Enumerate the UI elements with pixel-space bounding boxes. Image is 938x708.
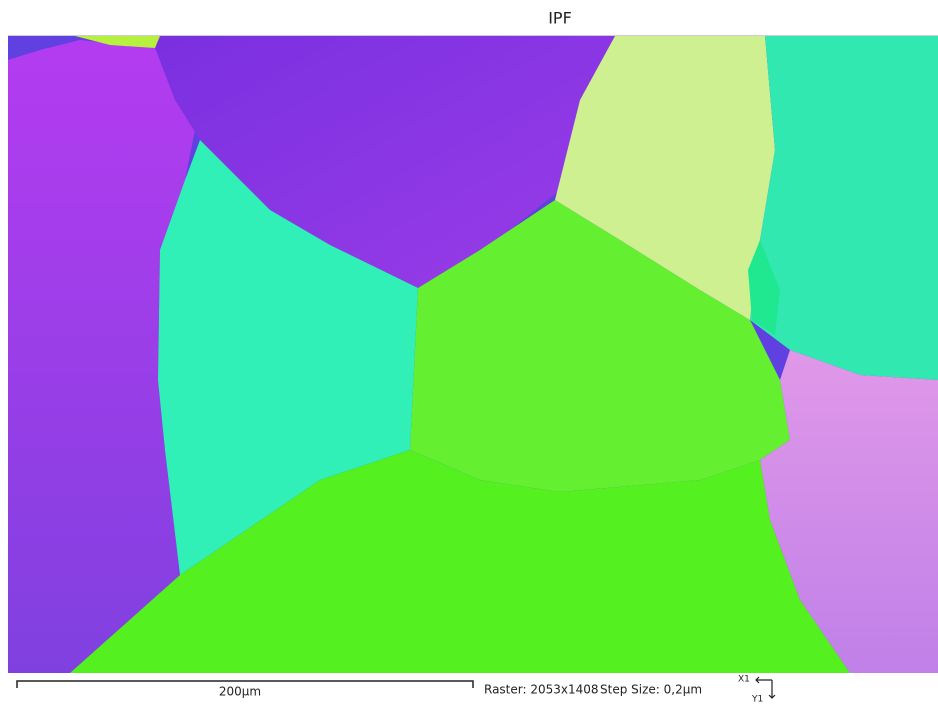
step-size: Step Size: 0,2µm: [600, 683, 702, 697]
title-bar: [0, 0, 938, 36]
scale-label: 200µm: [219, 685, 261, 699]
title: IPF: [548, 9, 572, 28]
ipf-map: [8, 36, 938, 673]
page: IPF 200µm Raster: 2053x1408 Step Size: 0…: [0, 0, 938, 704]
axis-y-label: Y1: [751, 695, 763, 705]
raster: Raster: 2053x1408: [484, 683, 599, 697]
axis-x-label: X1: [738, 675, 750, 685]
footer: [0, 673, 938, 704]
grain: [750, 36, 938, 380]
ipf-screen: IPF 200µm Raster: 2053x1408 Step Size: 0…: [0, 0, 938, 704]
